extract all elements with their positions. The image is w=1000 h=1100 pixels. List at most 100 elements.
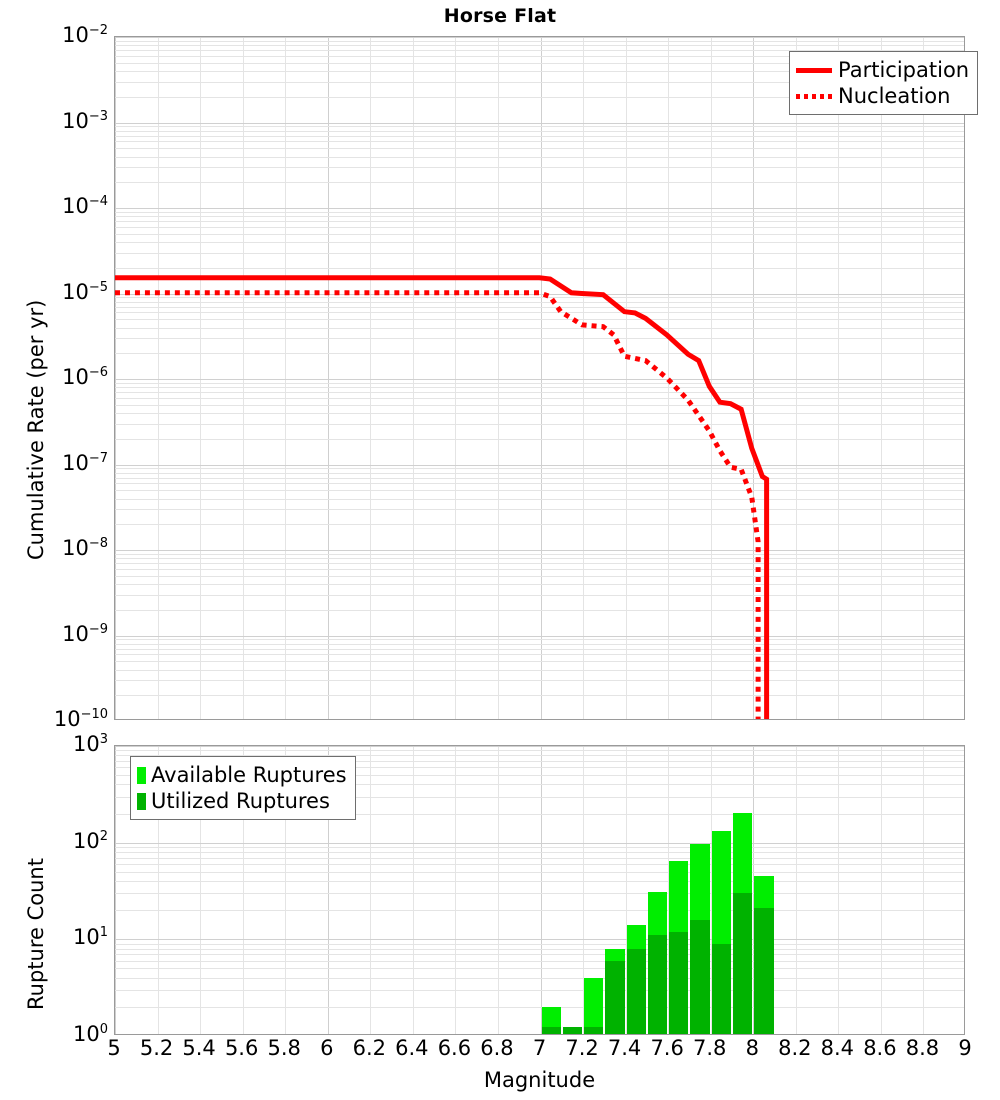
gridline-horizontal [115,639,964,640]
gridline-vertical [115,37,116,719]
gridline-horizontal [115,242,964,243]
gridline-horizontal [115,1007,964,1008]
x-axis-tick-label: 7.8 [692,1036,727,1060]
gridline-horizontal [115,413,964,414]
x-axis-tick-label: 6.6 [437,1036,472,1060]
x-axis-tick-label: 6 [320,1036,334,1060]
gridline-horizontal [115,949,964,950]
x-axis-tick-label: 5.8 [267,1036,301,1060]
utilized-ruptures-color-icon [137,792,146,810]
gridline-horizontal [115,167,964,168]
legend-label-available-ruptures: Available Ruptures [151,762,347,787]
x-axis-tick-label: 7.4 [607,1036,642,1060]
gridline-horizontal [115,680,964,681]
gridline-horizontal [115,405,964,406]
gridline-horizontal [115,968,964,969]
gridline-horizontal [115,383,964,384]
gridline-vertical [881,746,882,1034]
gridline-horizontal [115,37,964,38]
gridline-horizontal [115,524,964,525]
x-axis-tick-label: 5 [107,1036,121,1060]
gridline-horizontal [115,499,964,500]
top-y-axis-label: Cumulative Rate (per yr) [24,299,48,560]
gridline-horizontal [115,954,964,955]
y-axis-tick-label: 101 [72,925,108,950]
gridline-horizontal [115,554,964,555]
gridline-horizontal [115,939,964,940]
nucleation-curve [115,290,761,719]
gridline-horizontal [115,558,964,559]
y-axis-tick-label: 10−7 [62,450,108,475]
x-axis-tick-label: 6.2 [352,1036,386,1060]
x-axis-label: Magnitude [483,1068,596,1092]
bar-utilized-ruptures [732,893,753,1034]
top-legend: Participation Nucleation [789,51,979,115]
gridline-vertical [455,37,456,719]
y-axis-tick-label: 10−5 [62,279,108,304]
x-axis-tick-label: 6.4 [395,1036,429,1060]
x-axis-tick-label: 7 [532,1036,547,1060]
y-axis-tick-label: 10−2 [62,23,108,47]
x-axis-tick-label: 7.2 [565,1036,599,1060]
gridline-horizontal [115,644,964,645]
page-title: Horse Flat [443,5,557,27]
gridline-horizontal [115,473,964,474]
gridline-horizontal [115,216,964,217]
gridline-horizontal [115,148,964,149]
gridline-horizontal [115,294,964,295]
gridline-horizontal [115,312,964,313]
gridline-vertical [413,37,414,719]
bar-utilized-ruptures [605,960,625,1034]
gridline-vertical [243,37,244,719]
gridline-horizontal [115,141,964,142]
gridline-vertical [838,746,839,1034]
gridline-vertical [668,37,669,719]
y-axis-tick-label: 103 [72,732,108,756]
y-axis-tick-label: 10−4 [62,194,108,218]
gridline-horizontal [115,490,964,491]
legend-item-utilized-ruptures[interactable]: Utilized Ruptures [137,788,347,814]
gridline-vertical [626,746,627,1034]
bar-utilized-ruptures [754,908,774,1034]
gridline-vertical [838,37,839,719]
gridline-vertical [583,37,584,719]
gridline-horizontal [115,858,964,859]
gridline-vertical [158,37,159,719]
y-axis-tick-label: 102 [72,828,108,853]
gridline-horizontal [115,268,964,269]
gridline-horizontal [115,755,964,756]
x-axis-tick-label: 8.8 [905,1036,940,1060]
gridline-vertical [753,37,754,719]
gridline-horizontal [115,761,964,762]
gridline-vertical [796,37,797,719]
legend-item-available-ruptures[interactable]: Available Ruptures [137,762,347,788]
gridline-vertical [881,37,882,719]
gridline-horizontal [115,944,964,945]
gridline-horizontal [115,63,964,64]
gridline-horizontal [115,595,964,596]
gridline-horizontal [115,227,964,228]
gridline-horizontal [115,157,964,158]
bar-utilized-ruptures [669,931,689,1034]
gridline-horizontal [115,584,964,585]
gridline-horizontal [115,208,964,209]
gridline-horizontal [115,123,964,124]
gridline-horizontal [115,136,964,137]
y-axis-tick-label: 10−8 [62,536,108,560]
gridline-horizontal [115,746,964,747]
bar-utilized-ruptures [541,1026,561,1034]
gridline-vertical [923,746,924,1034]
gridline-vertical [668,746,669,1034]
gridline-vertical [115,746,116,1034]
gridline-vertical [285,37,286,719]
gridline-vertical [413,746,414,1034]
gridline-horizontal [115,328,964,329]
legend-item-nucleation[interactable]: Nucleation [796,83,969,109]
gridline-horizontal [115,767,964,768]
y-axis-tick-label: 10−6 [62,365,108,389]
gridline-horizontal [115,56,964,57]
gridline-vertical [923,37,924,719]
legend-item-participation[interactable]: Participation [796,57,969,83]
gridline-horizontal [115,398,964,399]
gridline-horizontal [115,843,964,844]
